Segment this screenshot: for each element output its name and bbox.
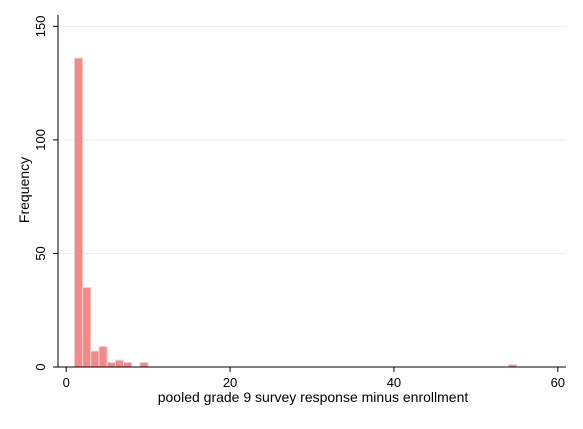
y-axis-title: Frequency xyxy=(16,157,32,223)
histogram-bar xyxy=(106,361,116,368)
histogram-bar xyxy=(139,361,149,368)
y-tick-label: 100 xyxy=(33,129,48,151)
y-tick-label: 50 xyxy=(33,246,48,260)
x-tick-label: 0 xyxy=(63,375,70,390)
y-tick-label: 0 xyxy=(33,363,48,370)
histogram-bar xyxy=(114,359,125,368)
histogram-bars xyxy=(73,57,518,368)
histogram-bar xyxy=(73,57,84,368)
x-tick-label: 40 xyxy=(387,375,401,390)
axes xyxy=(57,15,566,368)
histogram-bar xyxy=(123,361,133,368)
ticks: 0 50 100 150 0 20 40 60 xyxy=(33,16,565,390)
x-tick-label: 20 xyxy=(223,375,237,390)
y-tick-label: 150 xyxy=(33,16,48,38)
x-tick-label: 60 xyxy=(551,375,565,390)
x-axis-title: pooled grade 9 survey response minus enr… xyxy=(158,389,469,405)
histogram-bar xyxy=(90,350,100,368)
histogram-bar xyxy=(82,287,92,368)
histogram-bar xyxy=(98,346,108,368)
gridlines xyxy=(58,25,566,254)
